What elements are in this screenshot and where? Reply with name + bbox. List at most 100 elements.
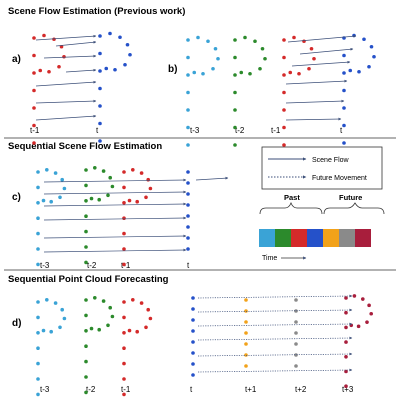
point-t bbox=[186, 181, 190, 185]
future-movement-arrow bbox=[197, 352, 353, 357]
point-t-3 bbox=[60, 177, 64, 182]
point-t-1 bbox=[148, 186, 153, 191]
time-label-d-right-1: t+1 bbox=[245, 385, 257, 394]
point-t+3 bbox=[352, 294, 357, 298]
point-t bbox=[104, 66, 109, 71]
point-t+2 bbox=[294, 331, 298, 335]
point-t-2 bbox=[258, 66, 262, 71]
point-t-2 bbox=[233, 143, 237, 147]
point-t+1 bbox=[244, 331, 248, 335]
scene-flow-arrow bbox=[55, 40, 97, 47]
point-t bbox=[186, 247, 190, 251]
point-t-2 bbox=[233, 108, 237, 112]
scene-flow-arrow bbox=[287, 34, 357, 43]
point-t bbox=[186, 170, 190, 174]
point-t-3 bbox=[36, 247, 40, 251]
point-t bbox=[98, 51, 102, 56]
point-t-1 bbox=[307, 66, 311, 71]
point-t-2 bbox=[84, 199, 88, 203]
point-t-3 bbox=[36, 216, 40, 220]
future-brace bbox=[323, 202, 385, 215]
point-t-1 bbox=[282, 125, 286, 130]
scene-flow-arrow bbox=[35, 34, 97, 41]
point-t bbox=[372, 54, 376, 59]
point-t-3 bbox=[45, 168, 49, 172]
point-t-3 bbox=[186, 108, 190, 112]
future-movement-arrow bbox=[197, 336, 353, 341]
point-t bbox=[191, 329, 195, 333]
time-label-b-2: t-1 bbox=[271, 126, 281, 135]
point-t-1 bbox=[32, 123, 36, 128]
point-t bbox=[362, 37, 366, 42]
point-t bbox=[352, 33, 356, 38]
point-t-2 bbox=[84, 390, 88, 395]
time-label-d-left-2: t-1 bbox=[121, 385, 131, 394]
color-swatch-t+1 bbox=[323, 229, 339, 247]
point-t-2 bbox=[84, 183, 88, 188]
point-t-1 bbox=[282, 55, 286, 60]
point-t-1 bbox=[309, 46, 314, 51]
point-t-1 bbox=[302, 39, 306, 44]
point-t-3 bbox=[201, 71, 205, 76]
point-t bbox=[191, 318, 195, 322]
point-t bbox=[342, 141, 346, 145]
point-t+1 bbox=[244, 364, 248, 368]
time-label-c-1: t-2 bbox=[87, 261, 97, 270]
point-t-3 bbox=[216, 56, 220, 61]
point-t-3 bbox=[36, 262, 40, 267]
point-t-3 bbox=[206, 39, 210, 44]
point-t-1 bbox=[127, 198, 132, 203]
point-t bbox=[191, 373, 195, 377]
point-t-1 bbox=[312, 56, 316, 61]
point-t+3 bbox=[344, 369, 348, 374]
point-t+2 bbox=[294, 364, 298, 368]
point-t bbox=[191, 351, 195, 355]
point-t-1 bbox=[122, 216, 126, 220]
point-t bbox=[98, 34, 102, 38]
point-t+3 bbox=[344, 355, 348, 359]
time-label-a-0: t-1 bbox=[30, 126, 40, 135]
point-t bbox=[98, 86, 102, 91]
section-title-scene-flow: Scene Flow Estimation (Previous work) bbox=[8, 6, 185, 17]
point-t-1 bbox=[122, 185, 126, 190]
point-t-3 bbox=[49, 329, 53, 334]
point-t bbox=[98, 139, 102, 143]
future-movement-arrow bbox=[197, 368, 353, 373]
point-t+3 bbox=[344, 310, 348, 315]
point-t-1 bbox=[282, 90, 286, 95]
point-t-1 bbox=[139, 301, 144, 305]
point-t-1 bbox=[146, 307, 150, 312]
point-t-2 bbox=[110, 314, 115, 319]
legend-future-movement-label: Future Movement bbox=[312, 175, 367, 182]
scene-flow-arrow bbox=[43, 248, 187, 253]
scene-flow-arrow bbox=[285, 117, 342, 121]
point-t-2 bbox=[97, 327, 101, 332]
point-t-1 bbox=[288, 70, 293, 75]
past-label: Past bbox=[284, 193, 300, 202]
point-t bbox=[113, 67, 117, 72]
point-t+1 bbox=[244, 342, 248, 346]
point-t-2 bbox=[106, 323, 110, 328]
color-swatch-t-1 bbox=[291, 229, 307, 247]
point-t-2 bbox=[233, 73, 237, 77]
scene-flow-arrow bbox=[35, 80, 97, 87]
point-t-1 bbox=[282, 143, 286, 147]
point-t-1 bbox=[146, 177, 150, 182]
point-t bbox=[108, 31, 112, 36]
point-t-2 bbox=[110, 184, 115, 189]
color-swatch-t-3 bbox=[259, 229, 275, 247]
point-t+3 bbox=[369, 311, 374, 316]
scene-flow-arrow bbox=[43, 216, 187, 221]
future-label: Future bbox=[339, 193, 362, 202]
point-t-1 bbox=[131, 168, 135, 172]
point-t bbox=[342, 88, 346, 93]
point-t bbox=[357, 69, 361, 74]
point-t bbox=[186, 225, 190, 229]
point-t-1 bbox=[135, 199, 139, 204]
point-t-3 bbox=[53, 301, 58, 305]
point-t-2 bbox=[84, 214, 88, 218]
point-t-1 bbox=[38, 68, 43, 73]
point-t-2 bbox=[89, 326, 94, 331]
point-t-3 bbox=[36, 346, 40, 351]
point-t-2 bbox=[84, 329, 88, 333]
